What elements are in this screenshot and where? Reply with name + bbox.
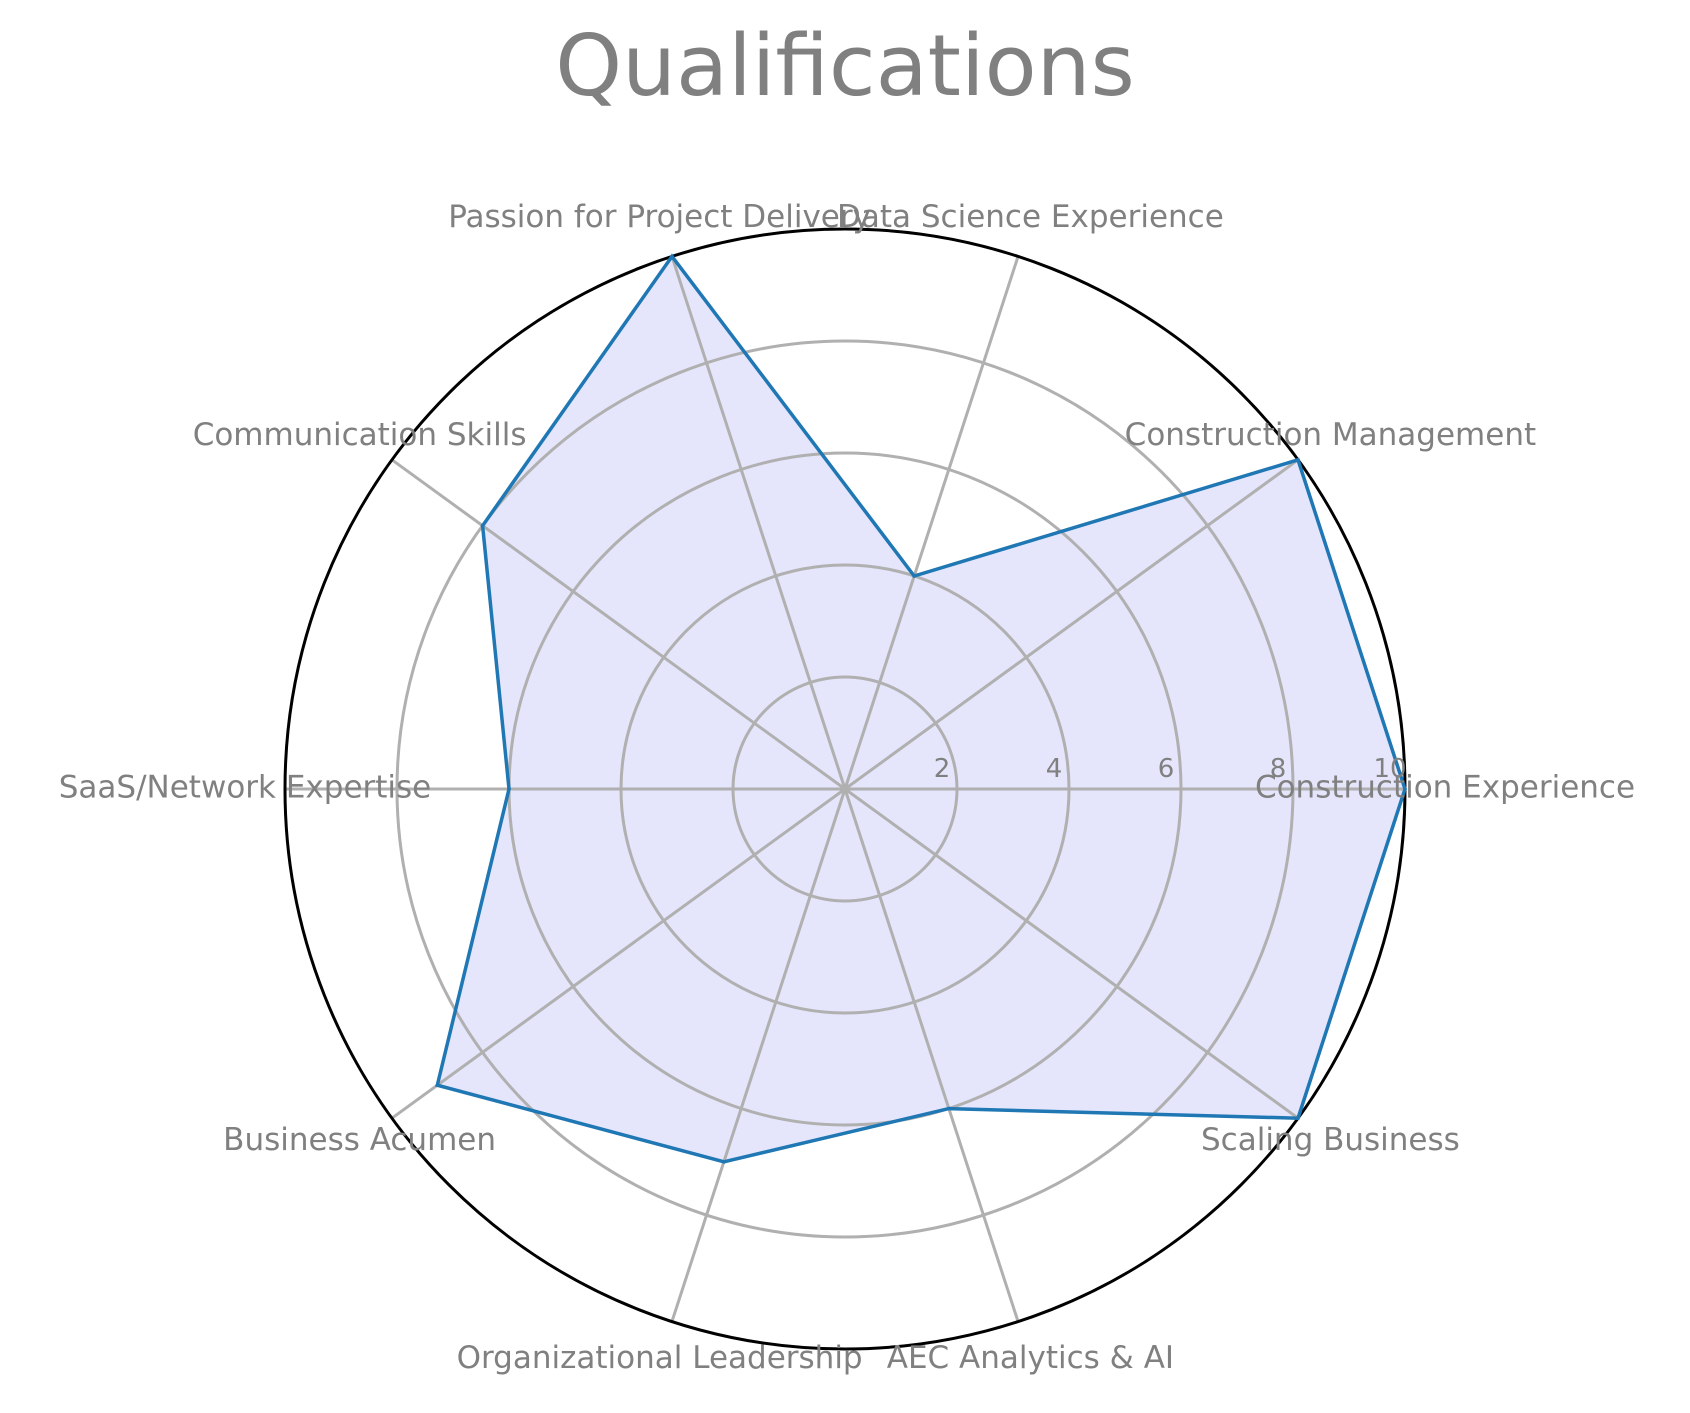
r-tick-label: 4	[1046, 754, 1063, 784]
category-label: Organizational Leadership	[457, 1340, 863, 1376]
grid-spoke	[844, 787, 1299, 1120]
data-point	[435, 1083, 440, 1088]
category-label: Passion for Project Delivery	[448, 199, 871, 235]
grid-spoke	[844, 458, 1299, 791]
series-area	[437, 256, 1405, 1162]
category-label: AEC Analytics & AI	[887, 1340, 1174, 1376]
r-tick-label: 8	[1270, 754, 1287, 784]
data-point	[912, 574, 917, 578]
data-point	[480, 523, 485, 528]
category-label: Construction Management	[1125, 417, 1536, 453]
category-label: Scaling Business	[1201, 1122, 1460, 1158]
grid-spoke	[391, 787, 846, 1120]
category-label: Business Acumen	[223, 1122, 496, 1158]
grid-spoke	[843, 788, 1020, 1323]
data-point	[1296, 1116, 1300, 1120]
category-label: SaaS/Network Expertise	[59, 770, 432, 806]
data-point	[722, 1160, 726, 1164]
category-label: Construction Experience	[1255, 770, 1635, 806]
category-label: Data Science Experience	[837, 199, 1224, 235]
r-tick-label: 6	[1158, 754, 1175, 784]
r-tick-label: 2	[934, 754, 951, 784]
data-point	[1403, 787, 1407, 791]
grid-spoke	[391, 458, 846, 791]
data-point	[1296, 458, 1300, 462]
r-tick-label: 10	[1373, 754, 1406, 784]
grid-spoke	[843, 255, 1020, 790]
grid-spoke	[670, 255, 847, 790]
category-label: Communication Skills	[193, 417, 527, 453]
chart-title: Qualifications	[555, 17, 1135, 116]
data-point	[507, 787, 511, 791]
grid-spoke	[670, 788, 847, 1323]
data-point	[947, 1106, 951, 1111]
data-point	[670, 254, 674, 259]
